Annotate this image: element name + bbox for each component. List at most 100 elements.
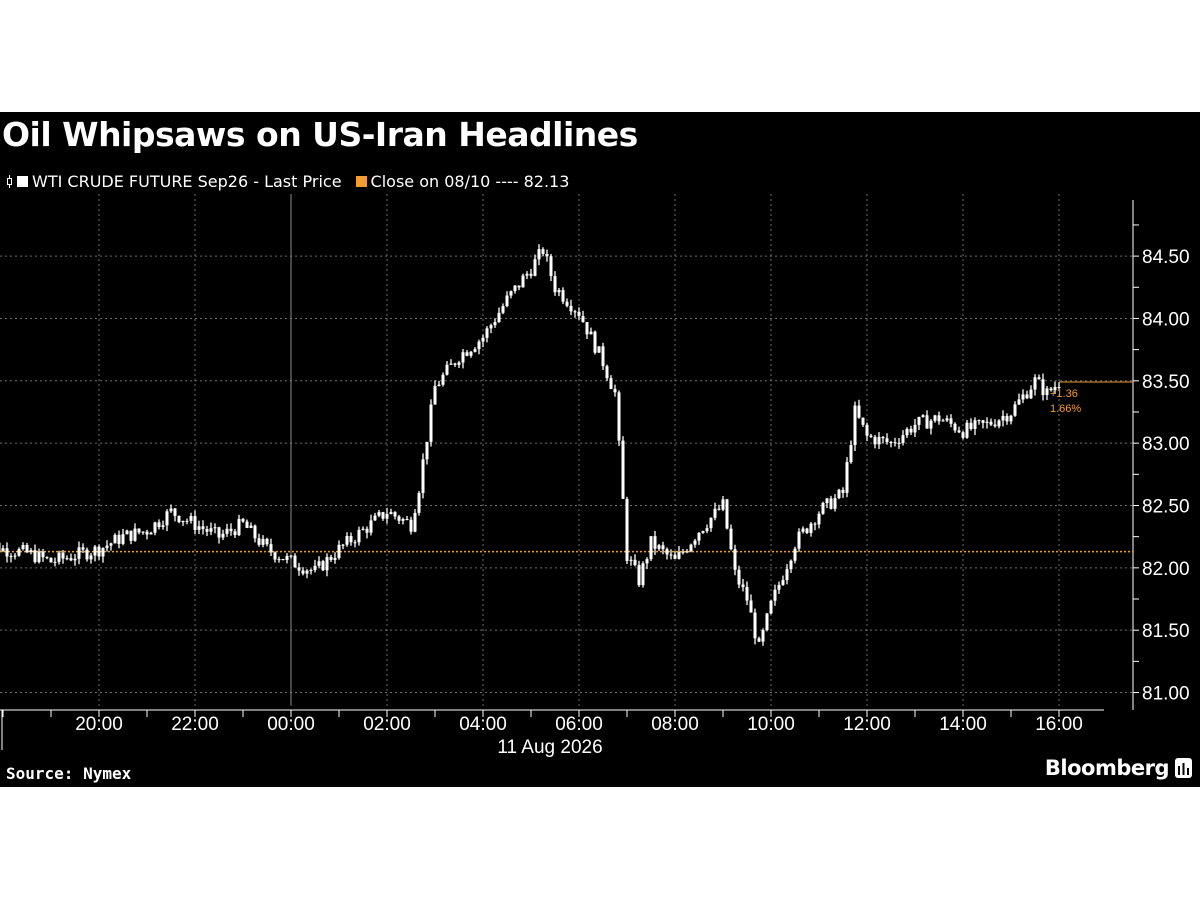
price-body [13,555,17,557]
price-body [185,520,189,522]
price-body [821,503,825,514]
price-body [241,518,245,522]
brand: Bloomberg [1045,756,1192,780]
price-body [25,544,29,553]
price-body [253,525,257,539]
price-body [553,276,557,293]
price-body [149,532,153,535]
price-body [689,544,693,552]
price-body [369,520,373,533]
x-tick-label: 20:00 [75,714,123,735]
price-body [889,442,893,444]
price-body [621,440,625,499]
price-body [469,351,473,356]
price-body [649,536,653,560]
price-body [277,559,281,561]
y-tick-label: 82.50 [1142,496,1190,517]
price-body [405,519,409,521]
price-body [981,420,985,423]
price-body [453,363,457,365]
price-body [541,249,545,254]
price-body [317,561,321,566]
price-body [461,352,465,363]
y-tick-label: 82.00 [1142,559,1190,580]
price-body [205,528,209,532]
price-body [797,531,801,549]
price-body [61,552,65,559]
price-body [301,570,305,574]
price-body [969,422,973,429]
x-tick-label: 22:00 [171,714,219,735]
price-body [793,548,797,561]
price-body [513,285,517,292]
price-body [449,363,453,365]
x-date-label: 11 Aug 2026 [497,737,602,758]
price-body [397,516,401,521]
price-body [661,545,665,550]
price-body [809,523,813,533]
x-tick-label: 00:00 [267,714,315,735]
price-body [733,549,737,570]
close-swatch [355,176,367,187]
price-body [581,316,585,323]
price-body [941,420,945,422]
price-body [565,301,569,306]
price-body [45,557,49,559]
x-tick-label: 10:00 [747,714,795,735]
price-body [153,522,157,533]
price-body [737,569,741,585]
price-body [361,528,365,530]
price-body [673,554,677,559]
price-body [341,544,345,546]
price-body [269,544,273,553]
price-body [473,349,477,352]
legend: WTI CRUDE FUTURE Sep26 - Last Price Clos… [6,172,583,191]
price-body [213,527,217,529]
price-body [893,442,897,444]
price-body [777,584,781,590]
percent-annotation: 1.66% [1050,403,1081,415]
price-body [225,528,229,534]
price-body [1005,415,1009,422]
x-tick-label: 04:00 [459,714,507,735]
price-body [861,417,865,425]
price-body [345,535,349,545]
price-body [669,554,673,556]
price-body [257,538,261,545]
price-body [765,613,769,631]
price-body [125,530,129,535]
price-body [997,420,1001,427]
price-body [161,525,165,527]
price-body [433,385,437,405]
price-swatch [17,176,28,187]
price-body [509,291,513,296]
price-body [365,528,369,533]
price-body [873,436,877,445]
price-body [5,548,9,557]
price-body [945,418,949,421]
price-body [189,516,193,521]
price-body [81,547,85,550]
price-body [1013,404,1017,416]
price-body [121,534,125,544]
y-tick-label: 83.00 [1142,434,1190,455]
price-body [77,547,81,559]
price-body [817,513,821,525]
price-body [853,405,857,446]
x-tick-label: 02:00 [363,714,411,735]
price-body [897,442,901,444]
price-body [885,438,889,443]
price-body [145,531,149,535]
price-body [413,512,417,532]
legend-close-label: Close on 08/10 ---- 82.13 [370,172,570,191]
price-body [485,328,489,338]
price-body [561,290,565,302]
price-body [557,290,561,293]
price-body [533,259,537,276]
price-body [813,523,817,525]
price-body [985,421,989,423]
price-body [193,516,197,530]
price-body [1033,377,1037,390]
price-body [65,558,69,560]
price-body [309,570,313,572]
